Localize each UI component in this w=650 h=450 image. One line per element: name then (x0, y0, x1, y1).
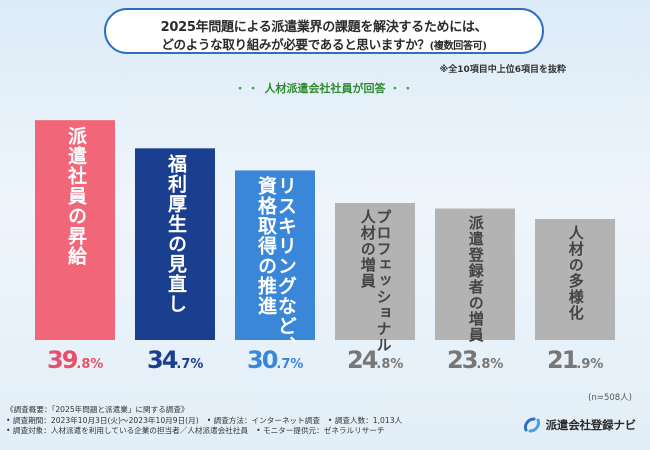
bar-label-3: リスキリングなど、 資格取得の推進 (254, 176, 297, 357)
bar-label-line: 福利厚生の見直し (164, 154, 187, 315)
bar-label-line: プロフェッショナル (374, 209, 393, 353)
value-int: 21 (547, 346, 578, 374)
footer-row-2: • 調査対象：人材派遣を利用している企業の担当者／人材派遣会社社員 • モニター提… (6, 426, 402, 437)
footer-period: • 調査期間：2023年10月3日(火)〜2023年10月9日(月) (6, 415, 199, 425)
bar-3 (235, 170, 315, 340)
value-label-6: 21.9% (547, 346, 603, 374)
respondent-subtitle: ・・ 人材派遣会社社員が回答 ・・ (0, 80, 650, 96)
value-label-1: 39.8% (47, 346, 103, 374)
value-int: 23 (447, 346, 478, 374)
footer-method: • 調査方法：インターネット調査 (206, 415, 320, 425)
sample-size: (n=508人) (588, 393, 632, 403)
value-label-2: 34.7% (147, 346, 203, 374)
value-int: 24 (347, 346, 378, 374)
value-dec: .8% (476, 357, 504, 372)
bar-2 (135, 148, 215, 340)
bar-label-line: 人材の多様化 (566, 225, 585, 322)
logo-mark-icon (523, 417, 540, 433)
subtitle-dots-right: ・・ (389, 82, 416, 95)
value-label-5: 23.8% (447, 346, 503, 374)
value-dec: .9% (576, 357, 604, 372)
chart-title-line1: 2025年問題による派遣業界の課題を解決するためには、 (160, 20, 488, 35)
bar-4 (335, 203, 415, 340)
excerpt-note: ※全10項目中上位6項目を抜粋 (439, 65, 566, 75)
bar-label-line: 派遣社員の昇給 (64, 126, 87, 267)
bar-label-line: 資格取得の推進 (254, 176, 277, 317)
value-label-4: 24.8% (347, 346, 403, 374)
bar-label-line: リスキリングなど、 (274, 176, 297, 357)
value-dec: .7% (176, 357, 204, 372)
bar-label-6: 人材の多様化 (566, 225, 585, 322)
value-dec: .7% (276, 357, 304, 372)
bar-5 (435, 208, 515, 340)
chart-title-line2: どのような取り組みが必要であると思いますか？(複数回答可) (106, 34, 542, 53)
bar-1 (35, 120, 115, 341)
footer-provider: • モニター提供元：ゼネラルリサーチ (256, 426, 385, 435)
footer-row-1: • 調査期間：2023年10月3日(火)〜2023年10月9日(月) • 調査方法… (6, 416, 402, 427)
bar-label-5: 派遣登録者の増員 (466, 214, 485, 343)
bar-label-line: 派遣登録者の増員 (466, 214, 485, 343)
bar-label-4: プロフェッショナル 人材の増員 (358, 209, 393, 353)
value-dec: .8% (376, 357, 404, 372)
bar-label-1: 派遣社員の昇給 (64, 126, 87, 267)
value-int: 34 (147, 346, 178, 374)
chart-title-note: (複数回答可) (429, 41, 487, 52)
value-int: 39 (47, 346, 78, 374)
footer-count: • 調査人数：1,013人 (327, 415, 403, 425)
chart-title-line2-text: どのような取り組みが必要であると思いますか？ (161, 37, 430, 52)
title-box: 2025年問題による派遣業界の課題を解決するためには、 どのような取り組みが必要… (104, 8, 544, 54)
value-int: 30 (247, 346, 278, 374)
bar-label-line: 人材の増員 (358, 209, 377, 289)
value-dec: .8% (76, 357, 104, 372)
bar-label-2: 福利厚生の見直し (164, 154, 187, 315)
footer-target: • 調査対象：人材派遣を利用している企業の担当者／人材派遣会社社員 (6, 426, 249, 435)
subtitle-text: 人材派遣会社社員が回答 (264, 82, 386, 95)
bar-6 (535, 219, 615, 340)
logo-text: 派遣会社登録ナビ (545, 418, 637, 432)
brand-logo: 派遣会社登録ナビ (522, 416, 636, 434)
survey-footer: 《調査概要：「2025年問題と派遣業」に関する調査》 • 調査期間：2023年1… (6, 405, 402, 437)
footer-heading: 《調査概要：「2025年問題と派遣業」に関する調査》 (6, 405, 189, 414)
subtitle-dots-left: ・・ (234, 82, 261, 95)
value-label-3: 30.7% (247, 346, 303, 374)
